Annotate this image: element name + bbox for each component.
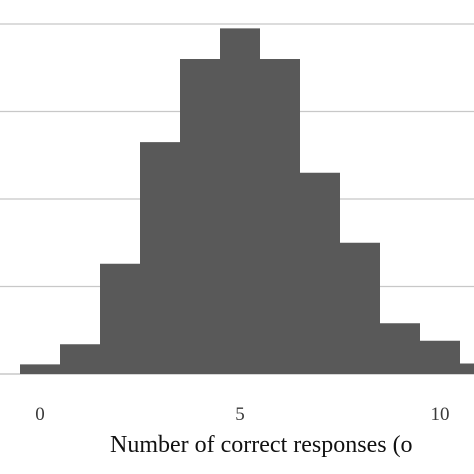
histogram-bar	[300, 172, 340, 374]
x-tick-labels: 0 5 10	[35, 404, 449, 425]
histogram-bar	[60, 344, 100, 374]
histogram-bar	[380, 323, 420, 374]
histogram-bar	[180, 59, 220, 374]
x-tick-label: 5	[235, 404, 245, 425]
histogram-bar	[220, 28, 260, 374]
histogram-bar	[20, 364, 60, 374]
histogram-bar	[140, 142, 180, 374]
histogram-bar	[420, 340, 460, 374]
x-tick-label: 10	[431, 404, 450, 425]
histogram-bars	[20, 28, 474, 374]
histogram-bar	[100, 263, 140, 374]
histogram-bar	[340, 242, 380, 374]
x-tick-label: 0	[35, 404, 45, 425]
histogram-bar	[460, 363, 474, 374]
x-axis-label: Number of correct responses (o	[110, 432, 413, 458]
histogram-bar	[260, 59, 300, 374]
